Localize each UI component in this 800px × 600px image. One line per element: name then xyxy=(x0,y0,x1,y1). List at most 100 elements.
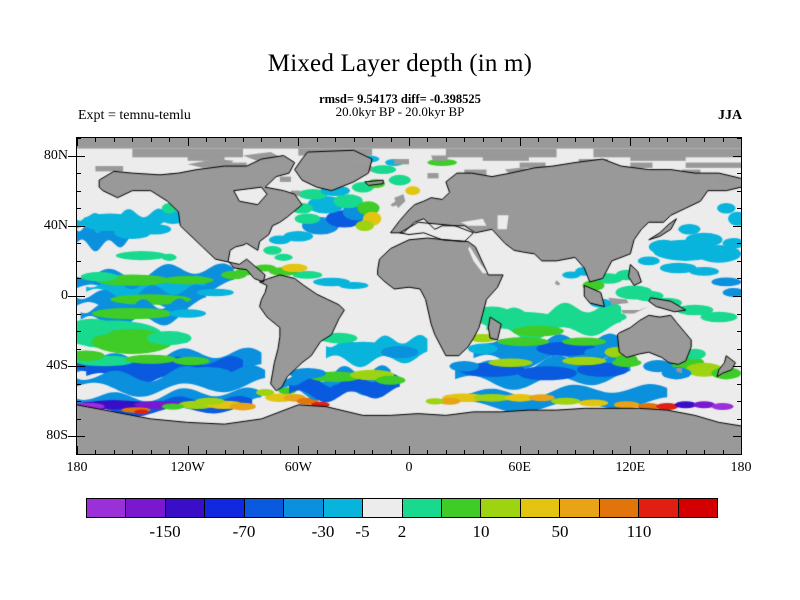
axis-tick xyxy=(737,383,741,385)
statistics-line: rmsd= 9.54173 diff= -0.398525 xyxy=(319,92,481,106)
latitude-tick xyxy=(68,366,76,368)
colorbar-tick-label: -70 xyxy=(232,522,256,541)
colorbar-segment xyxy=(284,499,324,517)
axis-tick xyxy=(667,450,669,454)
axis-tick xyxy=(556,138,558,142)
axis-tick xyxy=(77,225,85,227)
axis-tick xyxy=(279,450,281,454)
colorbar-tick-label: 2 xyxy=(397,522,407,541)
axis-tick xyxy=(390,450,392,454)
colorbar-segment xyxy=(323,499,364,517)
axis-tick xyxy=(427,450,429,454)
axis-tick xyxy=(77,155,85,157)
axis-tick xyxy=(77,348,81,350)
axis-tick xyxy=(409,446,410,454)
latitude-label: 40S xyxy=(46,358,68,374)
axis-tick xyxy=(372,450,374,454)
axis-tick xyxy=(464,450,466,454)
axis-tick xyxy=(316,450,318,454)
axis-tick xyxy=(150,450,152,454)
axis-tick xyxy=(77,436,85,438)
axis-tick xyxy=(593,450,595,454)
axis-tick xyxy=(737,454,741,455)
axis-tick xyxy=(667,138,669,142)
axis-tick xyxy=(187,446,189,454)
colorbar-tick-label: -30 xyxy=(311,522,335,541)
axis-tick xyxy=(482,138,484,142)
axis-tick xyxy=(316,138,318,142)
axis-tick xyxy=(77,331,81,333)
axis-tick xyxy=(113,450,115,454)
axis-tick xyxy=(132,138,134,142)
axis-tick xyxy=(77,366,85,368)
axis-tick xyxy=(737,208,741,210)
axis-tick xyxy=(77,190,81,192)
colorbar-tick-label: -150 xyxy=(149,522,181,541)
axis-tick xyxy=(733,366,741,368)
axis-tick xyxy=(685,450,687,454)
colorbar-segment xyxy=(126,499,166,517)
axis-tick xyxy=(353,138,355,142)
axis-tick xyxy=(464,138,466,142)
latitude-label: 80N xyxy=(43,147,68,163)
colorbar-segment xyxy=(678,499,717,517)
colorbar-segment xyxy=(520,499,561,517)
axis-tick xyxy=(737,331,741,333)
latitude-label: 80S xyxy=(46,428,68,444)
axis-tick xyxy=(737,260,741,262)
axis-tick xyxy=(630,138,632,146)
axis-tick xyxy=(224,450,226,454)
longitude-label: 0 xyxy=(405,460,413,475)
axis-tick xyxy=(77,208,81,210)
latitude-tick xyxy=(68,155,76,157)
axis-tick xyxy=(243,450,244,454)
colorbar xyxy=(86,498,718,518)
axis-tick xyxy=(77,383,81,385)
axis-tick xyxy=(427,138,429,142)
colorbar-segment xyxy=(441,499,482,517)
axis-tick xyxy=(335,450,337,454)
longitude-label: 120W xyxy=(170,460,205,475)
axis-tick xyxy=(77,446,78,454)
axis-tick xyxy=(733,296,741,297)
axis-tick xyxy=(648,450,650,454)
axis-tick xyxy=(501,138,503,142)
colorbar-segment xyxy=(87,499,127,517)
axis-tick xyxy=(206,450,208,454)
axis-tick xyxy=(737,190,741,192)
axis-tick xyxy=(372,138,374,142)
axis-tick xyxy=(737,348,741,350)
latitude-label: 0 xyxy=(61,288,68,303)
colorbar-segment xyxy=(560,499,600,517)
axis-tick xyxy=(95,450,97,454)
axis-tick xyxy=(113,138,115,142)
axis-tick xyxy=(519,138,521,146)
map-data-layer xyxy=(77,138,741,454)
axis-tick xyxy=(77,138,81,139)
latitude-tick xyxy=(68,436,76,438)
axis-tick xyxy=(611,138,613,142)
colorbar-segment xyxy=(205,499,245,517)
axis-tick xyxy=(737,138,741,139)
axis-tick xyxy=(169,138,171,142)
axis-tick xyxy=(482,450,484,454)
axis-tick xyxy=(353,450,355,454)
axis-tick xyxy=(298,138,300,146)
colorbar-tick-label: 10 xyxy=(472,522,490,541)
longitude-label: 180 xyxy=(66,460,88,475)
colorbar-segment xyxy=(165,499,206,517)
axis-tick xyxy=(77,260,81,262)
axis-tick xyxy=(733,225,741,227)
axis-tick xyxy=(737,418,741,420)
colorbar-tick-label: 50 xyxy=(551,522,569,541)
axis-tick xyxy=(390,138,392,142)
longitude-label: 60E xyxy=(508,460,531,475)
axis-tick xyxy=(261,138,263,142)
axis-tick xyxy=(77,313,81,315)
axis-tick xyxy=(77,296,85,297)
axis-tick xyxy=(501,450,503,454)
axis-tick xyxy=(224,138,226,142)
axis-tick xyxy=(737,313,741,315)
colorbar-segment xyxy=(402,499,442,517)
axis-tick xyxy=(741,446,742,454)
